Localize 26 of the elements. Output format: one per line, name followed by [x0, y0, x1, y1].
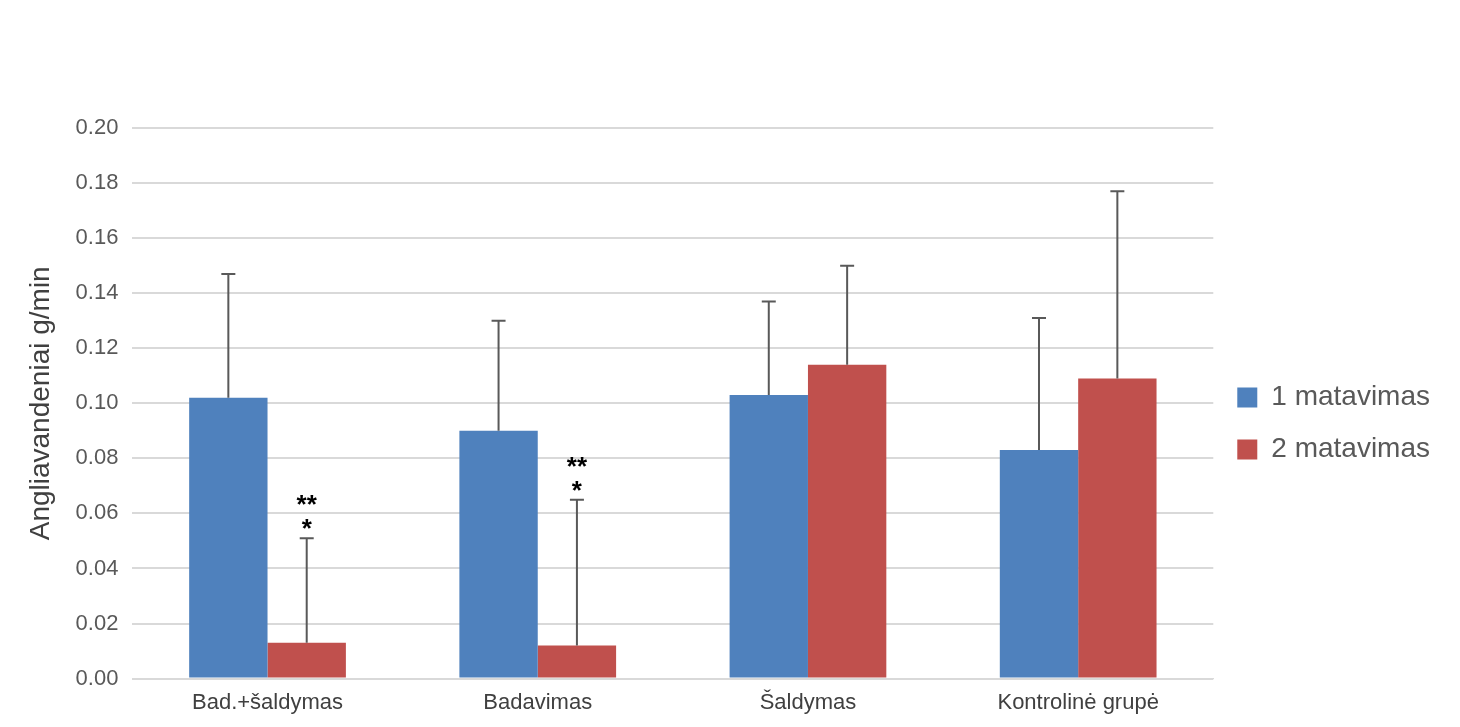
y-tick-label: 0.16	[75, 224, 119, 250]
y-tick-label: 0.14	[75, 279, 119, 305]
y-tick-label: 0.00	[75, 664, 119, 690]
bar	[267, 642, 346, 678]
y-tick-label: 0.06	[75, 499, 119, 525]
bar	[729, 395, 808, 678]
x-tick-label: Bad.+šaldymas	[192, 688, 344, 714]
y-tick-label: 0.02	[75, 609, 119, 635]
legend-label: 2 matavimas	[1271, 432, 1430, 464]
y-tick-label: 0.12	[75, 334, 119, 360]
bar	[189, 397, 268, 678]
legend-label: 1 matavimas	[1271, 380, 1430, 412]
y-tick-label: 0.04	[75, 554, 119, 580]
y-tick-label: 0.10	[75, 389, 119, 415]
bar	[999, 450, 1079, 678]
bar	[459, 430, 538, 678]
x-tick-label: Kontrolinė grupė	[997, 688, 1159, 714]
y-tick-label: 0.20	[75, 114, 119, 140]
bar	[1078, 378, 1157, 678]
y-axis-title: Angliavandeniai g/min	[23, 266, 55, 541]
bar	[537, 645, 617, 678]
x-tick-label: Badavimas	[483, 688, 593, 714]
bar	[807, 364, 887, 678]
y-tick-label: 0.18	[75, 169, 119, 195]
y-tick-label: 0.08	[75, 444, 119, 470]
x-tick-label: Šaldymas	[759, 688, 857, 714]
